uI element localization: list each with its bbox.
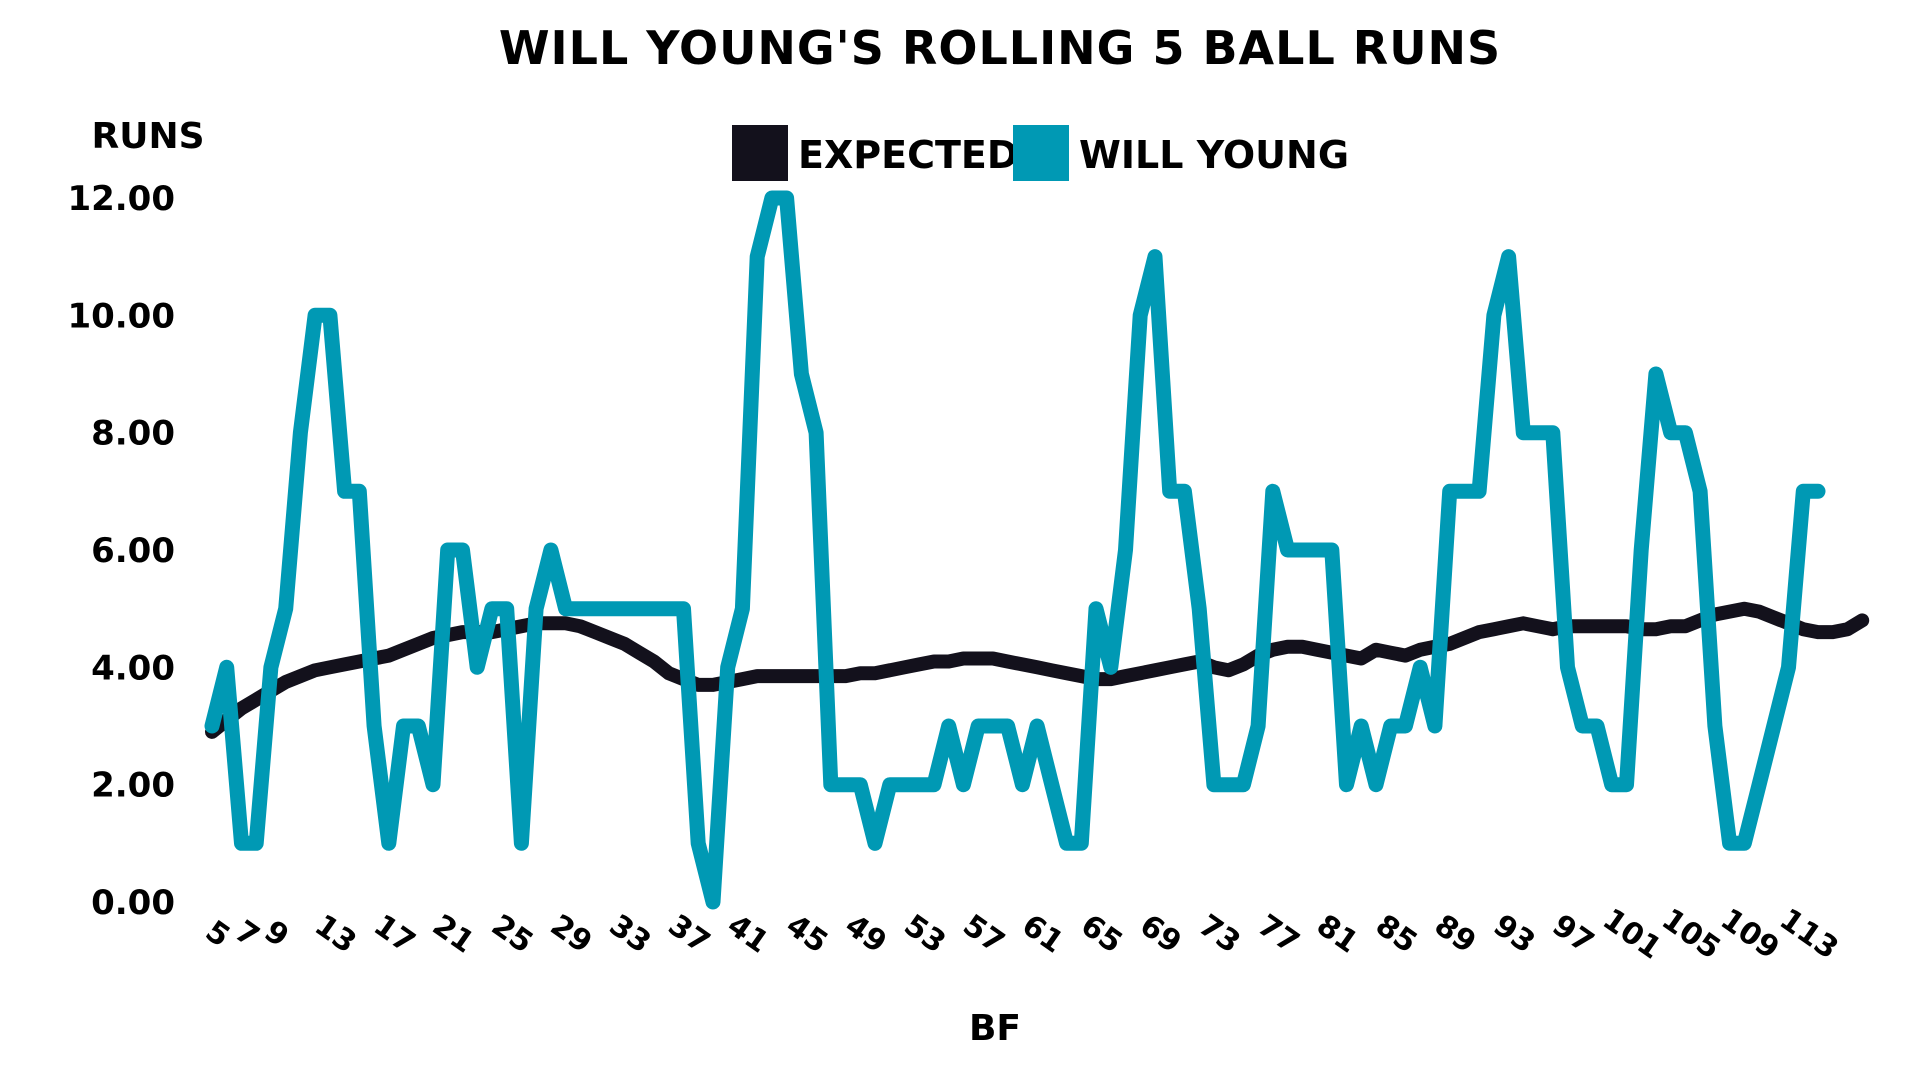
x-tick-label: 41	[721, 908, 775, 961]
x-tick-label: 61	[1015, 908, 1069, 961]
legend-swatch-will-young	[1013, 125, 1069, 181]
x-tick-label: 65	[1074, 908, 1128, 961]
x-tick-label: 113	[1773, 902, 1844, 967]
x-tick-label: 109	[1714, 902, 1785, 967]
series-line-expected	[205, 601, 1870, 739]
y-axis-label: RUNS	[91, 116, 204, 157]
legend-label-expected: EXPECTED	[798, 133, 1018, 177]
x-tick-label: 93	[1487, 908, 1541, 961]
x-tick-label: 105	[1655, 902, 1726, 967]
x-tick-label: 89	[1428, 908, 1482, 961]
x-tick-label: 37	[662, 908, 716, 961]
y-axis-ticks: 0.00 2.00 4.00 6.00 8.00 10.00 12.00	[67, 179, 175, 923]
x-axis-ticks: 579 13 17 21 25 29 33 37 41 45 49 53 57 61 65 69 73 77 81 8…	[199, 902, 1845, 967]
x-tick-label: 21	[426, 908, 480, 961]
x-tick-label: 77	[1251, 908, 1305, 961]
x-tick-label: 73	[1192, 908, 1246, 961]
y-tick-label: 0.00	[91, 883, 175, 923]
x-tick-label: 53	[898, 908, 952, 961]
legend-label-will-young: WILL YOUNG	[1079, 133, 1349, 177]
x-tick-label: 57	[956, 908, 1010, 961]
series-lines	[204, 190, 1870, 910]
x-tick-label: 101	[1596, 902, 1667, 967]
x-tick-label: 13	[308, 908, 362, 961]
x-tick-label: 17	[367, 908, 421, 961]
y-tick-label: 6.00	[91, 531, 175, 571]
x-tick-label: 25	[485, 908, 539, 961]
x-tick-label: 85	[1369, 908, 1423, 961]
x-tick-label: 7	[228, 914, 265, 955]
chart-title: WILL YOUNG'S ROLLING 5 BALL RUNS	[499, 21, 1501, 75]
x-tick-label: 5	[199, 914, 236, 955]
x-tick-label: 81	[1310, 908, 1364, 961]
x-tick-label: 69	[1133, 908, 1187, 961]
x-axis-label: BF	[969, 1008, 1021, 1049]
legend-swatch-expected	[732, 125, 788, 181]
y-tick-label: 10.00	[67, 296, 175, 336]
y-tick-label: 12.00	[67, 179, 175, 219]
y-tick-label: 4.00	[91, 648, 175, 688]
x-tick-label: 33	[603, 908, 657, 961]
series-line-will-young	[204, 190, 1826, 910]
x-tick-label: 29	[544, 908, 598, 961]
x-tick-label: 45	[780, 908, 834, 961]
y-tick-label: 2.00	[91, 766, 175, 806]
legend: EXPECTED WILL YOUNG	[732, 125, 1349, 181]
x-tick-label: 49	[839, 908, 893, 961]
x-tick-label: 9	[258, 914, 295, 955]
x-tick-label: 97	[1546, 908, 1600, 961]
y-tick-label: 8.00	[91, 414, 175, 454]
